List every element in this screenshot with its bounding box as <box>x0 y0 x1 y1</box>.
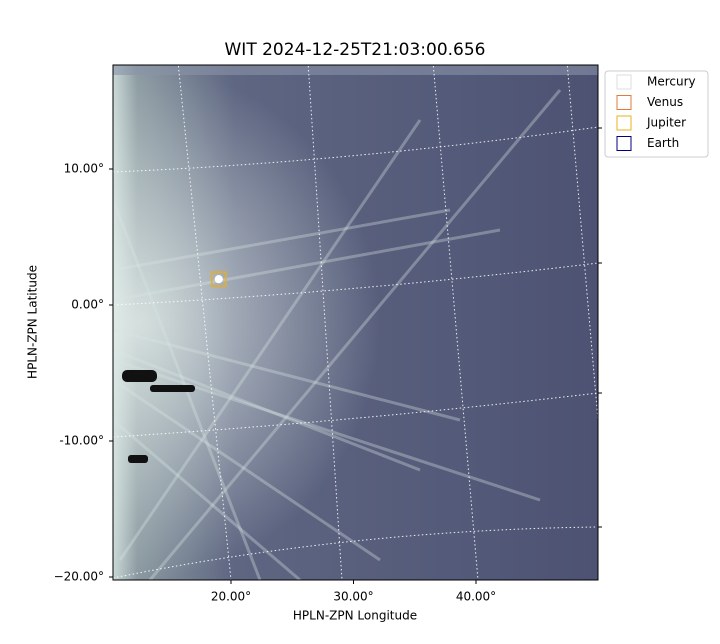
legend-marker <box>616 95 632 110</box>
legend-label: Mercury <box>647 75 696 89</box>
planet-marker <box>211 271 227 287</box>
grid-line <box>177 61 232 581</box>
x-axis-label: HPLN-ZPN Longitude <box>293 609 417 623</box>
y-tick-label: -10.00° <box>59 434 104 448</box>
x-tick-label: 30.00° <box>333 590 373 604</box>
y-axis-label: HPLN-ZPN Latitude <box>26 265 40 379</box>
grid-line <box>307 61 343 581</box>
y-tick-label: 0.00° <box>71 298 104 312</box>
frame <box>112 64 599 581</box>
y-tick-label: −20.00° <box>54 570 104 584</box>
planet-glow <box>214 275 223 284</box>
legend-marker <box>616 74 632 90</box>
x-tick-label: 40.00° <box>456 590 496 604</box>
right-ticks <box>598 127 602 528</box>
graticule <box>112 61 599 581</box>
grid-line <box>112 392 599 438</box>
image <box>113 65 598 580</box>
grid-line <box>432 61 479 581</box>
legend-label: Venus <box>647 95 683 109</box>
grid-line <box>112 126 599 173</box>
chart-title: WIT 2024-12-25T21:03:00.656 <box>225 40 486 60</box>
grid-line <box>112 262 599 306</box>
grid-line <box>112 526 599 579</box>
legend <box>604 70 709 158</box>
x-tick-label: 20.00° <box>211 590 251 604</box>
y-tick-label: 10.00° <box>64 162 104 176</box>
legend-marker <box>616 136 632 151</box>
legend-marker <box>616 115 632 131</box>
legend-label: Jupiter <box>646 116 686 130</box>
legend-label: Earth <box>647 136 679 150</box>
